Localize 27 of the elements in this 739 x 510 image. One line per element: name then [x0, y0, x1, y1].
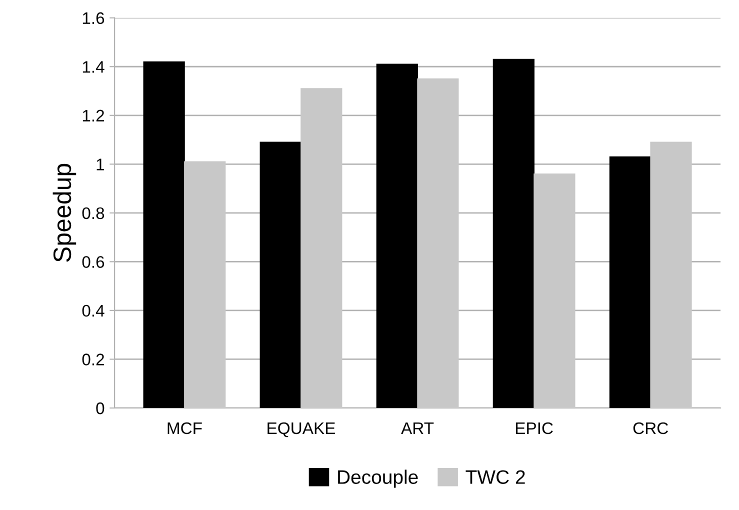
y-tick-label: 0.8 [82, 207, 104, 220]
bar [300, 88, 342, 408]
legend-label: TWC 2 [466, 470, 525, 484]
y-tick-label: 0 [96, 402, 104, 414]
x-tick-label: ART [401, 422, 434, 434]
legend-label: Decouple [338, 470, 418, 488]
y-axis-title: Speedup [52, 164, 76, 262]
x-tick-label: CRC [633, 422, 668, 434]
x-tick-label: EQUAKE [268, 422, 336, 438]
bar [417, 78, 459, 408]
y-tick-label: 1 [96, 158, 104, 170]
y-tick-label: 1.4 [82, 61, 104, 73]
x-tick-label: MCF [168, 422, 202, 434]
bar [609, 156, 652, 408]
bar [260, 142, 302, 408]
bar [492, 58, 534, 408]
y-tick-label: 1.2 [82, 110, 104, 122]
bar [143, 61, 185, 408]
bar [376, 64, 418, 408]
y-tick-label: 1.6 [82, 12, 104, 24]
x-tick-label: EPIC [516, 422, 553, 434]
y-tick-label: 0.2 [82, 354, 104, 366]
y-tick-label: 0.6 [82, 256, 104, 268]
bar [534, 173, 576, 408]
bar [184, 161, 226, 408]
bar [650, 142, 692, 408]
y-tick-label: 0.4 [82, 304, 104, 317]
